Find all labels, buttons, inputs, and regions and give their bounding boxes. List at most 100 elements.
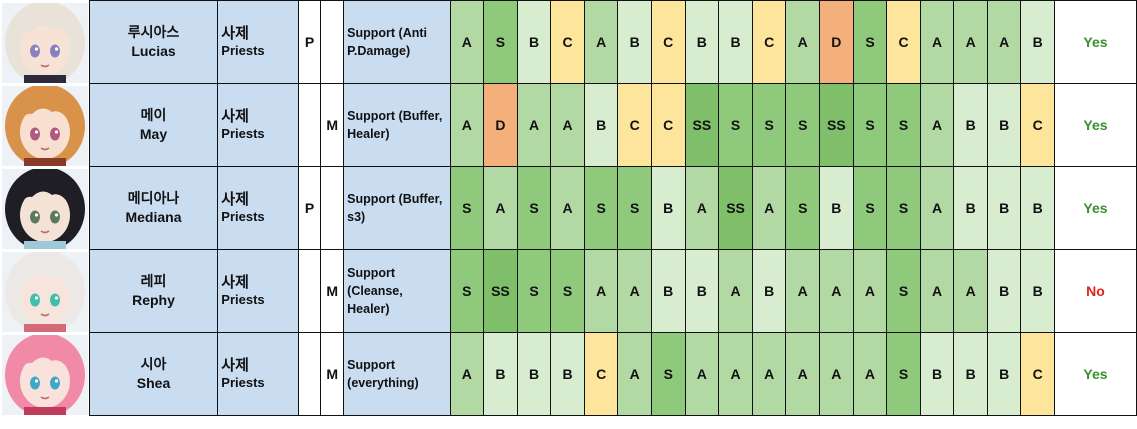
grade-cell: A	[785, 249, 821, 333]
grade-cell: S	[449, 249, 485, 333]
magical-marker: M	[320, 249, 345, 333]
grade-cell: B	[617, 0, 652, 84]
grade-cell: A	[449, 332, 485, 416]
grade-cell: A	[785, 0, 821, 84]
grade-cell: S	[516, 166, 552, 250]
character-name-english: Mediana	[125, 209, 182, 225]
grade-cell: SS	[718, 166, 753, 250]
role-line: Support (Buffer,	[347, 109, 443, 123]
grade-cell: B	[819, 166, 854, 250]
grade-cell: A	[953, 249, 988, 333]
role-cell: Support (Cleanse, Healer)	[343, 249, 451, 333]
verdict-cell: Yes	[1054, 83, 1137, 167]
verdict-cell: Yes	[1054, 0, 1137, 84]
magical-marker	[320, 166, 345, 250]
grade-cell: B	[751, 249, 787, 333]
grade-cell: SS	[483, 249, 518, 333]
class-cell: 사제 Priests	[217, 249, 299, 333]
character-name-cell: 시아 Shea	[88, 332, 219, 416]
grade-cell: B	[583, 83, 619, 167]
grade-cell: A	[751, 166, 787, 250]
grade-cell: A	[919, 83, 955, 167]
grade-cell: A	[718, 332, 753, 416]
grade-cell: B	[953, 332, 988, 416]
grade-cell: B	[550, 332, 585, 416]
table-row: 레피 Rephy 사제 Priests M Support (Cleanse, He…	[0, 249, 1137, 333]
physical-marker	[297, 249, 322, 333]
class-english: Priests	[221, 209, 265, 224]
character-portrait	[2, 334, 88, 415]
class-english: Priests	[221, 126, 265, 141]
verdict-cell: Yes	[1054, 332, 1137, 416]
role-line: P.Damage)	[347, 44, 411, 58]
grade-cell: S	[785, 83, 821, 167]
class-korean: 사제	[221, 108, 249, 125]
role-line: (Cleanse,	[347, 284, 403, 298]
magical-marker: M	[320, 332, 345, 416]
grade-cell: S	[718, 83, 753, 167]
role-cell: Support (Anti P.Damage)	[343, 0, 451, 84]
class-english: Priests	[221, 375, 265, 390]
character-name-korean: 루시아스	[127, 24, 180, 40]
grade-cell: B	[986, 83, 1022, 167]
character-name-cell: 레피 Rephy	[88, 249, 219, 333]
grade-cell: S	[516, 249, 552, 333]
grade-cell: A	[852, 249, 888, 333]
class-korean: 사제	[221, 25, 249, 42]
class-cell: 사제 Priests	[217, 0, 299, 84]
grade-cell: B	[1020, 0, 1055, 84]
role-line: Support	[347, 266, 396, 280]
physical-marker	[297, 83, 322, 167]
class-cell: 사제 Priests	[217, 332, 299, 416]
grade-cell: A	[919, 249, 955, 333]
grade-cell: A	[718, 249, 753, 333]
grade-cell: A	[617, 332, 652, 416]
grade-cell: S	[852, 166, 888, 250]
role-line: Support (Anti	[347, 26, 427, 40]
grade-cell: C	[650, 83, 686, 167]
grade-cell: A	[550, 83, 585, 167]
grade-cell: A	[986, 0, 1022, 84]
portrait-cell	[0, 83, 90, 167]
table-row: 메이 May 사제 Priests M Support (Buffer, Heal…	[0, 83, 1137, 167]
grade-cell: A	[583, 0, 619, 84]
grade-cell: B	[1020, 166, 1055, 250]
grade-cell: A	[550, 166, 585, 250]
character-name-cell: 루시아스 Lucias	[88, 0, 219, 84]
grade-cell: S	[650, 332, 686, 416]
grade-cell: S	[617, 166, 652, 250]
character-name-korean: 레피	[140, 273, 167, 289]
grade-cell: S	[852, 83, 888, 167]
character-portrait	[2, 251, 88, 332]
role-cell: Support (everything)	[343, 332, 451, 416]
character-portrait	[2, 168, 88, 249]
grade-cell: A	[684, 332, 720, 416]
grade-cell: S	[583, 166, 619, 250]
grade-cell: D	[483, 83, 518, 167]
class-korean: 사제	[221, 274, 249, 291]
character-name-english: Lucias	[131, 43, 176, 59]
grade-cell: A	[449, 83, 485, 167]
role-line: Support (Buffer,	[347, 192, 443, 206]
class-korean: 사제	[221, 357, 249, 374]
grade-cell: C	[1020, 332, 1055, 416]
grade-cell: B	[516, 0, 552, 84]
grade-cell: C	[886, 0, 921, 84]
grade-cell: C	[1020, 83, 1055, 167]
grade-cell: C	[550, 0, 585, 84]
role-cell: Support (Buffer, Healer)	[343, 83, 451, 167]
character-name-english: Rephy	[132, 292, 175, 308]
role-line: (everything)	[347, 376, 419, 390]
portrait-cell	[0, 332, 90, 416]
grade-cell: B	[919, 332, 955, 416]
grade-cell: B	[483, 332, 518, 416]
grade-cell: A	[919, 0, 955, 84]
character-portrait	[2, 2, 88, 83]
character-name-cell: 메이 May	[88, 83, 219, 167]
character-name-korean: 메이	[140, 107, 167, 123]
grade-cell: SS	[684, 83, 720, 167]
character-portrait	[2, 85, 88, 166]
portrait-cell	[0, 166, 90, 250]
character-name-english: May	[139, 126, 168, 142]
